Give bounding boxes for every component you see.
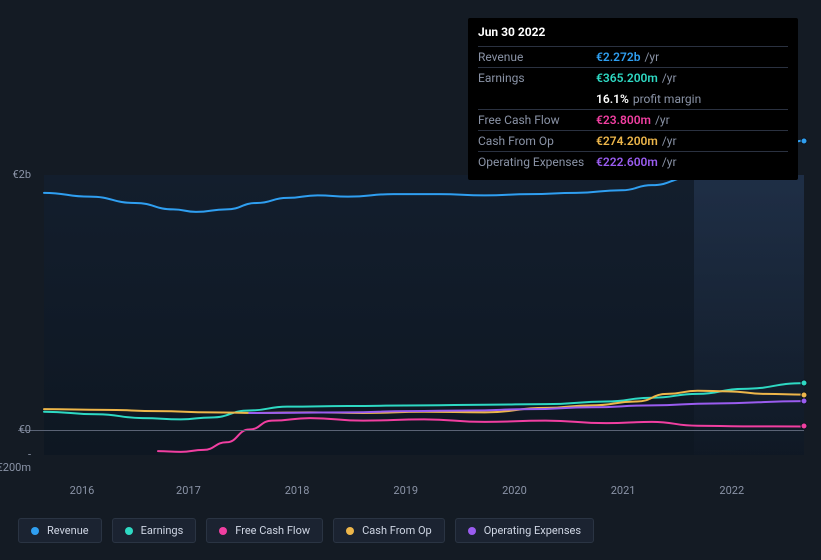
series-line-earnings	[44, 383, 804, 419]
x-axis-label: 2021	[611, 484, 636, 497]
series-line-fcf	[158, 418, 804, 452]
tooltip-row-label: Revenue	[478, 49, 596, 65]
end-marker-fcf	[801, 423, 808, 430]
tooltip-row: Cash From Op€274.200m/yr	[478, 130, 788, 151]
tooltip-date: Jun 30 2022	[478, 24, 788, 42]
chart-lines	[44, 175, 804, 455]
tooltip-row: Free Cash Flow€23.800m/yr	[478, 109, 788, 130]
legend-dot-icon	[125, 527, 133, 535]
tooltip-row-unit: /yr	[662, 155, 677, 169]
legend-item-label: Earnings	[141, 524, 184, 537]
tooltip-row-label: Cash From Op	[478, 133, 596, 149]
y-axis-label: €0	[19, 423, 31, 436]
tooltip-row-value: €2.272b	[596, 50, 640, 64]
tooltip-row-value: €274.200m	[596, 134, 658, 148]
legend-item-label: Operating Expenses	[484, 524, 581, 537]
legend-item-label: Revenue	[47, 524, 89, 537]
legend-item-cfo[interactable]: Cash From Op	[333, 518, 445, 543]
legend-dot-icon	[219, 527, 227, 535]
x-axis-label: 2022	[719, 484, 744, 497]
tooltip-row-label: Operating Expenses	[478, 154, 596, 170]
end-marker-earnings	[801, 380, 808, 387]
legend-item-opex[interactable]: Operating Expenses	[455, 518, 594, 543]
y-axis-label: €2b	[12, 168, 31, 181]
chart-legend: Revenue Earnings Free Cash Flow Cash From O…	[18, 518, 594, 543]
legend-item-label: Cash From Op	[362, 524, 432, 537]
tooltip-row: Revenue€2.272b/yr	[478, 46, 788, 67]
tooltip-row-label	[478, 91, 596, 107]
tooltip-row: Earnings€365.200m/yr	[478, 67, 788, 88]
end-marker-opex	[801, 398, 808, 405]
x-axis-label: 2020	[502, 484, 527, 497]
x-axis-label: 2017	[176, 484, 201, 497]
tooltip-row-value: €222.600m	[596, 155, 658, 169]
legend-dot-icon	[31, 527, 39, 535]
legend-item-label: Free Cash Flow	[235, 524, 310, 537]
legend-dot-icon	[346, 527, 354, 535]
tooltip-row: Operating Expenses€222.600m/yr	[478, 151, 788, 172]
tooltip-row: 16.1% profit margin	[478, 89, 788, 109]
tooltip-row-label: Free Cash Flow	[478, 112, 596, 128]
tooltip-row-unit: /yr	[662, 71, 677, 85]
tooltip-row-unit: /yr	[644, 50, 659, 64]
legend-dot-icon	[468, 527, 476, 535]
x-axis-label: 2016	[70, 484, 95, 497]
tooltip-row-unit: /yr	[662, 134, 677, 148]
end-marker-revenue	[801, 137, 808, 144]
legend-item-revenue[interactable]: Revenue	[18, 518, 102, 543]
y-axis-label: -€200m	[0, 448, 31, 474]
chart-tooltip: Jun 30 2022 Revenue€2.272b/yrEarnings€36…	[468, 18, 798, 180]
plot-area[interactable]	[44, 175, 804, 455]
tooltip-row-unit: /yr	[655, 113, 670, 127]
tooltip-row-unit: profit margin	[633, 92, 701, 106]
x-axis-label: 2019	[393, 484, 418, 497]
zero-axis-line	[18, 430, 804, 431]
legend-item-fcf[interactable]: Free Cash Flow	[206, 518, 323, 543]
x-axis-label: 2018	[285, 484, 310, 497]
tooltip-row-value: €23.800m	[596, 113, 651, 127]
tooltip-row-label: Earnings	[478, 70, 596, 86]
tooltip-row-value: 16.1%	[596, 92, 629, 106]
tooltip-row-value: €365.200m	[596, 71, 658, 85]
legend-item-earnings[interactable]: Earnings	[112, 518, 197, 543]
